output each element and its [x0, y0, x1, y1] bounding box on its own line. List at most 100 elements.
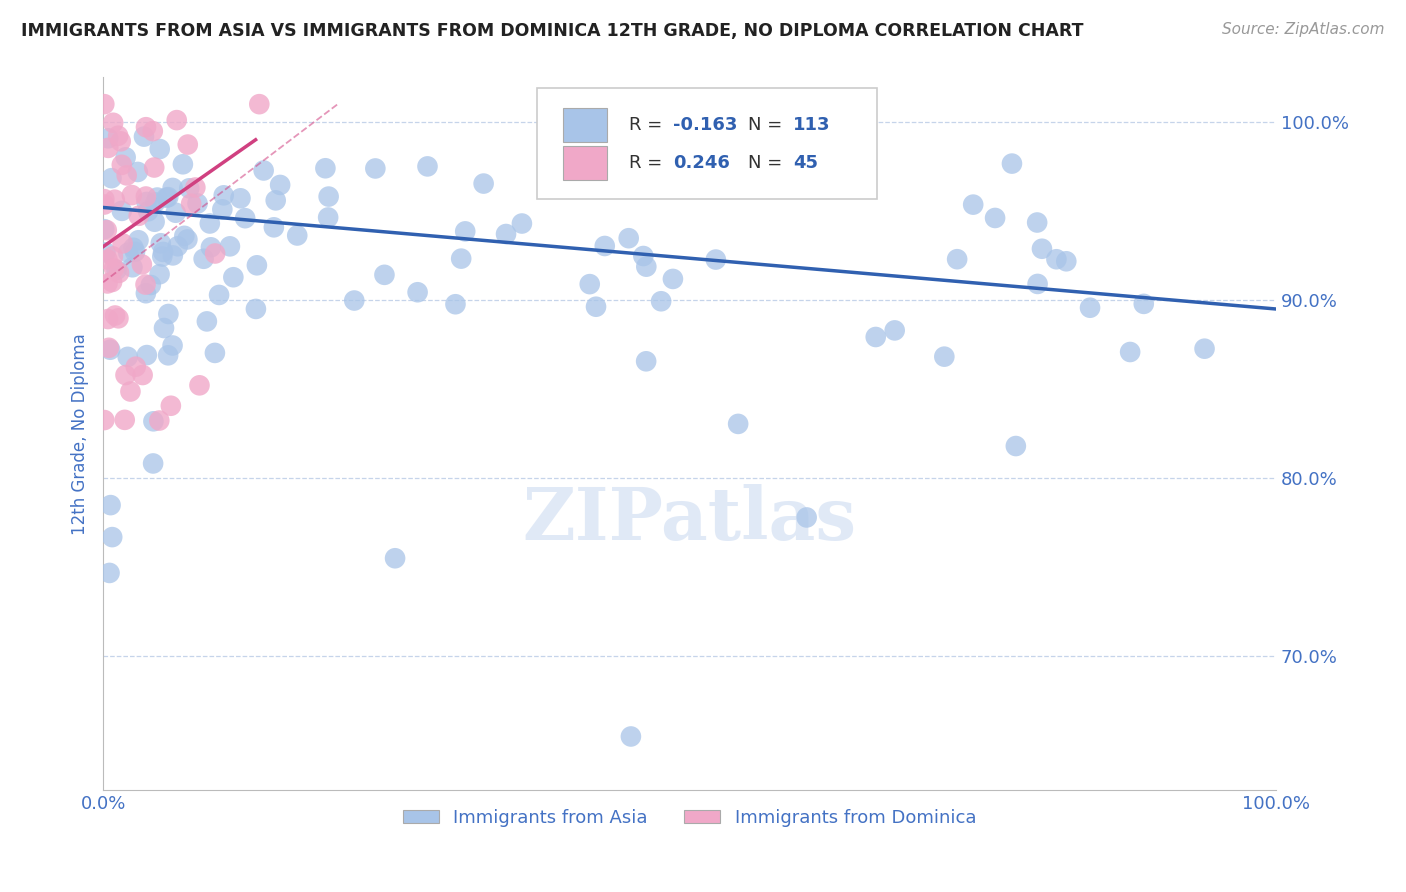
- Point: [98, 566, 121, 580]
- Y-axis label: 12th Grade, No Diploma: 12th Grade, No Diploma: [72, 333, 89, 534]
- Text: N =: N =: [748, 116, 789, 134]
- Point: [101, 275, 124, 289]
- Point: [253, 163, 276, 178]
- Point: [97, 141, 120, 155]
- Point: [153, 321, 176, 335]
- Point: [1078, 301, 1101, 315]
- Point: [343, 293, 366, 308]
- Point: [93, 222, 115, 236]
- Point: [510, 217, 533, 231]
- Point: [135, 189, 157, 203]
- Point: [193, 252, 215, 266]
- Text: R =: R =: [628, 116, 668, 134]
- Point: [96, 277, 118, 291]
- Point: [97, 341, 120, 355]
- Point: [229, 191, 252, 205]
- Point: [636, 354, 658, 368]
- Point: [104, 309, 127, 323]
- Point: [94, 245, 117, 260]
- Point: [650, 294, 672, 309]
- Point: [100, 171, 122, 186]
- Point: [1119, 345, 1142, 359]
- Point: [620, 730, 643, 744]
- Point: [101, 249, 124, 263]
- Point: [96, 223, 118, 237]
- Point: [160, 399, 183, 413]
- Point: [865, 330, 887, 344]
- Point: [444, 297, 467, 311]
- Point: [984, 211, 1007, 225]
- Point: [117, 245, 139, 260]
- Point: [1001, 156, 1024, 170]
- Point: [316, 211, 339, 225]
- Point: [97, 312, 120, 326]
- Point: [131, 257, 153, 271]
- Point: [124, 244, 146, 259]
- Point: [125, 359, 148, 374]
- Point: [219, 239, 242, 253]
- FancyBboxPatch shape: [562, 108, 607, 143]
- Point: [285, 228, 308, 243]
- Point: [264, 194, 287, 208]
- Point: [120, 384, 142, 399]
- Point: [132, 129, 155, 144]
- Point: [166, 239, 188, 253]
- Point: [152, 244, 174, 259]
- Point: [131, 368, 153, 382]
- Point: [704, 252, 727, 267]
- Point: [946, 252, 969, 267]
- Point: [135, 194, 157, 209]
- Text: 113: 113: [793, 116, 831, 134]
- Point: [1031, 242, 1053, 256]
- Point: [211, 202, 233, 217]
- Point: [177, 137, 200, 152]
- Point: [93, 192, 115, 206]
- Point: [204, 346, 226, 360]
- Point: [115, 169, 138, 183]
- Point: [246, 258, 269, 272]
- Point: [114, 368, 136, 382]
- Point: [962, 197, 984, 211]
- Text: 0.246: 0.246: [673, 154, 730, 172]
- Point: [593, 239, 616, 253]
- Point: [93, 97, 115, 112]
- Point: [796, 510, 818, 524]
- Point: [135, 286, 157, 301]
- Point: [143, 215, 166, 229]
- Point: [100, 498, 122, 512]
- Point: [1194, 342, 1216, 356]
- Point: [127, 233, 149, 247]
- Point: [373, 268, 395, 282]
- Point: [110, 134, 132, 148]
- Point: [179, 181, 201, 195]
- Point: [107, 311, 129, 326]
- Point: [149, 142, 172, 156]
- Point: [662, 272, 685, 286]
- Point: [128, 209, 150, 223]
- Point: [104, 193, 127, 207]
- Point: [166, 113, 188, 128]
- Point: [617, 231, 640, 245]
- Point: [416, 160, 439, 174]
- Point: [111, 158, 134, 172]
- Point: [97, 131, 120, 145]
- Point: [114, 413, 136, 427]
- Text: N =: N =: [748, 154, 789, 172]
- Text: Source: ZipAtlas.com: Source: ZipAtlas.com: [1222, 22, 1385, 37]
- Point: [180, 196, 202, 211]
- Point: [578, 277, 600, 292]
- Point: [233, 211, 256, 226]
- Point: [122, 241, 145, 255]
- Point: [135, 120, 157, 135]
- Point: [212, 188, 235, 202]
- Point: [208, 288, 231, 302]
- Point: [173, 228, 195, 243]
- Point: [200, 240, 222, 254]
- Point: [450, 252, 472, 266]
- Point: [636, 260, 658, 274]
- Point: [111, 236, 134, 251]
- Point: [204, 246, 226, 260]
- Point: [222, 270, 245, 285]
- Point: [117, 350, 139, 364]
- Point: [247, 97, 270, 112]
